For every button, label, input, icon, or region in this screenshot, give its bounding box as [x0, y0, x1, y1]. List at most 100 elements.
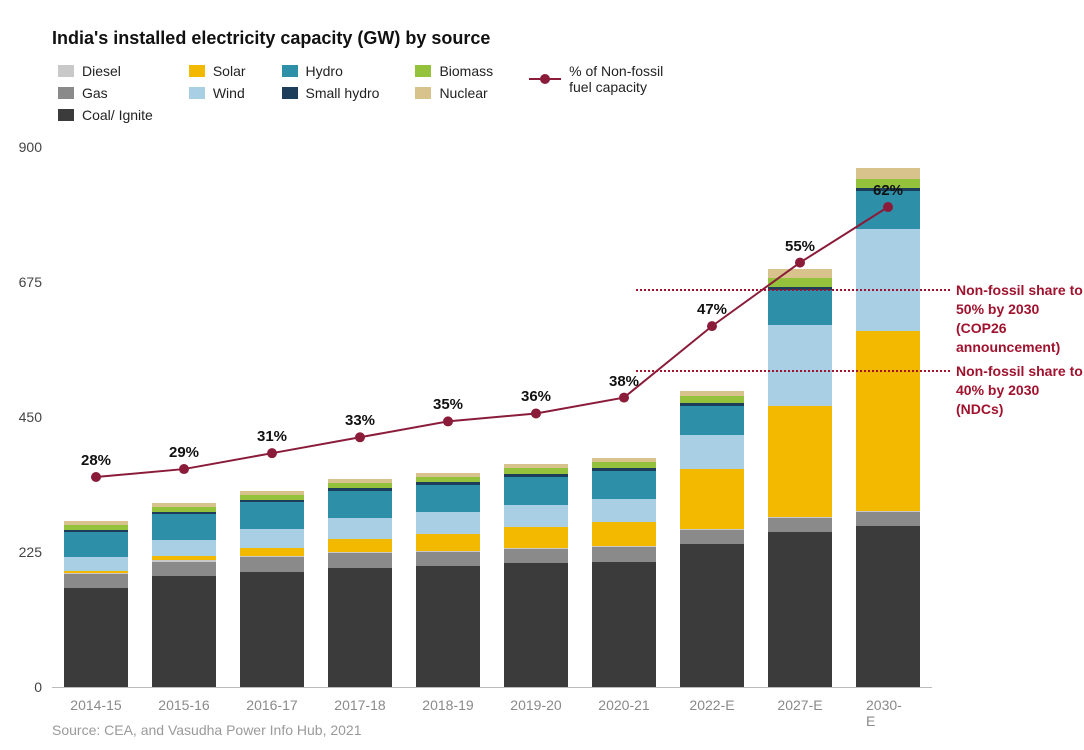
- bar-group: [416, 147, 479, 687]
- bar-segment-solar: [64, 571, 127, 573]
- reference-line: [636, 370, 950, 372]
- x-tick-label: 2014-15: [70, 687, 121, 713]
- legend-item-gas: Gas: [58, 85, 153, 101]
- bar-segment-coal: [592, 562, 655, 687]
- bar-segment-biomass: [152, 507, 215, 512]
- bar-segment-solar: [504, 527, 567, 547]
- percent-label: 35%: [433, 396, 463, 413]
- bar-segment-diesel: [416, 551, 479, 552]
- bar-segment-nuclear: [592, 458, 655, 462]
- x-tick-label: 2019-20: [510, 687, 561, 713]
- bar-segment-coal: [416, 566, 479, 687]
- bar-segment-small_hydro: [152, 512, 215, 514]
- bar-segment-nuclear: [504, 464, 567, 468]
- legend-swatch: [282, 65, 298, 77]
- bar-group: [64, 147, 127, 687]
- bar-segment-coal: [680, 544, 743, 687]
- y-tick-label: 0: [34, 679, 52, 695]
- legend-line-label: % of Non-fossil fuel capacity: [569, 63, 663, 95]
- bar-segment-small_hydro: [680, 403, 743, 406]
- percent-label: 29%: [169, 444, 199, 461]
- legend-item-wind: Wind: [189, 85, 246, 101]
- bar-segment-diesel: [768, 517, 831, 518]
- x-tick-label: 2027-E: [777, 687, 822, 713]
- annotation-text: Non-fossil share to 40% by 2030 (NDCs): [956, 362, 1084, 419]
- bar-segment-solar: [240, 548, 303, 555]
- legend-item-solar: Solar: [189, 63, 246, 79]
- bar-segment-diesel: [680, 529, 743, 530]
- bar-segment-gas: [592, 547, 655, 562]
- legend-item-nuclear: Nuclear: [415, 85, 493, 101]
- y-tick-label: 675: [19, 274, 52, 290]
- bar-group: [856, 147, 919, 687]
- legend-swatch: [282, 87, 298, 99]
- bar-group: [240, 147, 303, 687]
- bar-segment-coal: [328, 568, 391, 687]
- source-text: Source: CEA, and Vasudha Power Info Hub,…: [52, 722, 362, 738]
- bar-segment-nuclear: [416, 473, 479, 477]
- bar-segment-coal: [504, 563, 567, 687]
- bar-segment-diesel: [152, 560, 215, 561]
- bar-segment-hydro: [240, 502, 303, 529]
- legend-item-diesel: Diesel: [58, 63, 153, 79]
- percent-label: 31%: [257, 428, 287, 445]
- bar-segment-hydro: [328, 491, 391, 518]
- y-tick-label: 900: [19, 139, 52, 155]
- bar-segment-biomass: [680, 396, 743, 403]
- y-tick-label: 450: [19, 409, 52, 425]
- y-tick-label: 225: [19, 544, 52, 560]
- bar-segment-solar: [680, 469, 743, 529]
- bar-segment-wind: [64, 557, 127, 571]
- legend-label: Diesel: [82, 63, 121, 79]
- bar-segment-biomass: [504, 468, 567, 474]
- bar-segment-gas: [856, 511, 919, 526]
- bar-segment-hydro: [680, 406, 743, 435]
- bar-segment-biomass: [64, 525, 127, 530]
- bar-segment-biomass: [240, 495, 303, 500]
- bars-layer: [52, 147, 932, 687]
- bar-segment-small_hydro: [64, 530, 127, 532]
- bar-segment-solar: [416, 534, 479, 551]
- bar-segment-hydro: [152, 514, 215, 540]
- bar-segment-gas: [328, 553, 391, 568]
- x-tick-label: 2018-19: [422, 687, 473, 713]
- bar-segment-wind: [856, 229, 919, 331]
- x-tick-label: 2016-17: [246, 687, 297, 713]
- chart-title: India's installed electricity capacity (…: [52, 28, 1060, 49]
- legend-line-swatch: [529, 72, 561, 86]
- bar-segment-wind: [768, 325, 831, 406]
- bar-segment-wind: [240, 529, 303, 548]
- bar-segment-gas: [680, 529, 743, 544]
- bar-segment-nuclear: [856, 168, 919, 179]
- bar-group: [592, 147, 655, 687]
- bar-segment-solar: [152, 556, 215, 560]
- bar-segment-gas: [64, 574, 127, 588]
- bar-segment-coal: [768, 532, 831, 687]
- x-tick-label: 2030-E: [866, 687, 910, 729]
- bar-segment-biomass: [328, 483, 391, 488]
- percent-label: 28%: [81, 452, 111, 469]
- bar-segment-small_hydro: [328, 488, 391, 491]
- legend-swatch: [415, 87, 431, 99]
- percent-label: 55%: [785, 238, 815, 255]
- legend-col: HydroSmall hydro: [282, 63, 380, 101]
- legend-swatch: [58, 87, 74, 99]
- percent-label: 33%: [345, 412, 375, 429]
- legend-label: Nuclear: [439, 85, 487, 101]
- legend-label: Wind: [213, 85, 245, 101]
- bar-group: [504, 147, 567, 687]
- bar-group: [768, 147, 831, 687]
- bar-segment-gas: [152, 562, 215, 576]
- legend-item-coal: Coal/ Ignite: [58, 107, 153, 123]
- bar-segment-gas: [416, 551, 479, 566]
- bar-segment-hydro: [592, 471, 655, 499]
- reference-line: [636, 289, 950, 291]
- x-tick-label: 2020-21: [598, 687, 649, 713]
- legend-swatch: [58, 65, 74, 77]
- x-tick-label: 2022-E: [689, 687, 734, 713]
- bar-segment-hydro: [416, 485, 479, 512]
- bar-segment-diesel: [240, 556, 303, 557]
- bar-segment-solar: [592, 522, 655, 546]
- bar-segment-coal: [64, 588, 127, 687]
- bar-segment-hydro: [64, 532, 127, 557]
